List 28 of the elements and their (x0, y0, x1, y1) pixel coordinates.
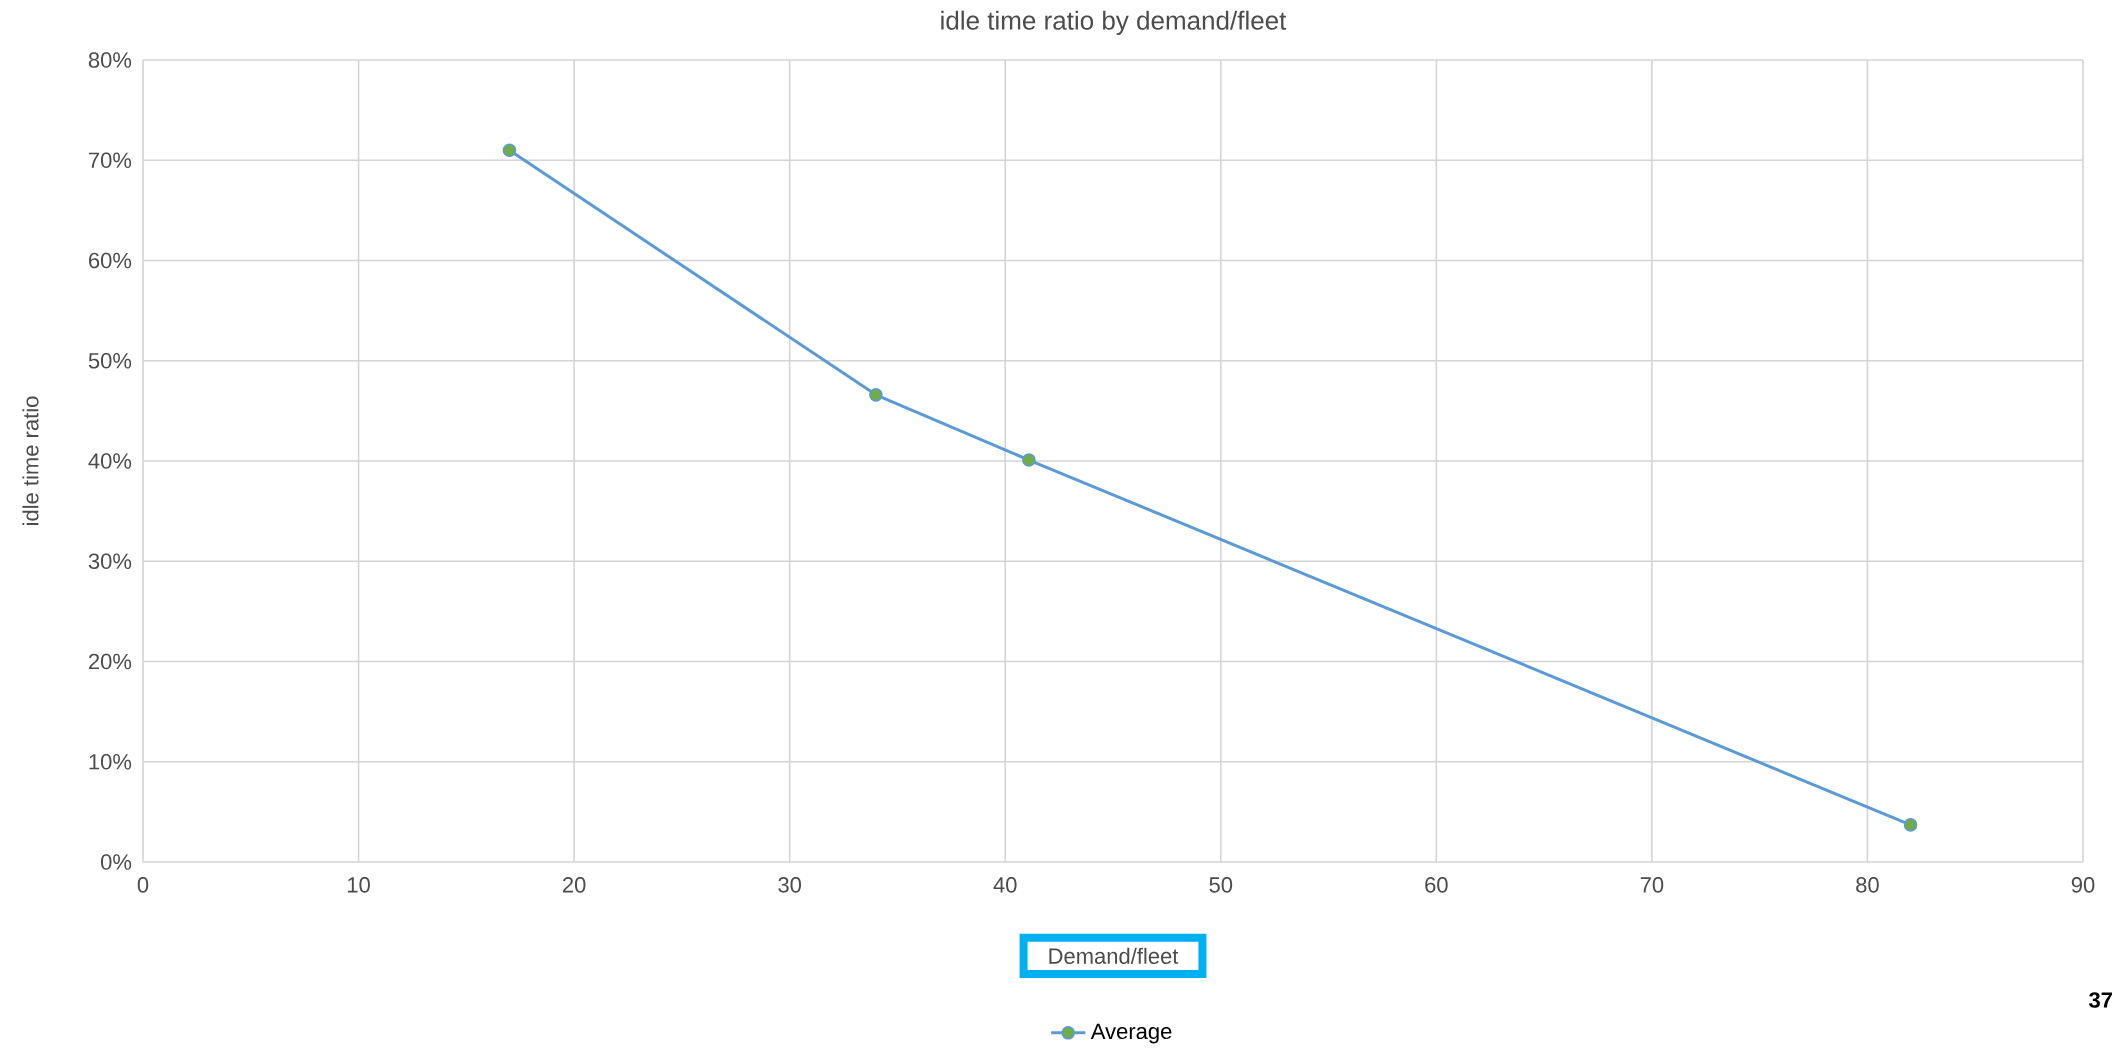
x-tick-label: 70 (1640, 877, 1664, 893)
text: 37 (2088, 992, 2112, 1008)
y-tick-label: 20% (89, 653, 132, 670)
point (1903, 818, 1918, 832)
y-tick-label: 60% (89, 252, 132, 269)
y-tick-label: 40% (88, 453, 132, 469)
y-tick-label: 70% (89, 152, 132, 169)
point (869, 388, 883, 402)
x-tick-label: 40 (993, 877, 1017, 893)
y-tick-label: 30% (88, 553, 132, 570)
legend-label: Average (1090, 1023, 1172, 1044)
x-tick-label: 20 (562, 877, 586, 893)
point (1022, 453, 1036, 467)
y-tick-label: 50% (88, 352, 132, 369)
point (502, 143, 517, 158)
x-tick-label: 10 (347, 877, 370, 893)
y-tick-label: 10% (89, 753, 132, 770)
x-tick-label: 0 (137, 877, 149, 893)
x-tick-label: 90 (2071, 877, 2095, 893)
x-axis-title: Demand/fleet (1049, 947, 1179, 964)
x-tick-label: 60 (1425, 877, 1448, 893)
y-tick-label: 0% (100, 854, 132, 870)
x-tick-label: 80 (1856, 877, 1879, 893)
x-tick-label: 30 (778, 877, 802, 893)
x-tick-label: 50 (1209, 877, 1233, 893)
chart-title: idle time ratio by demand/fleet (941, 10, 1287, 35)
y-tick-label: 80% (88, 52, 132, 68)
y-axis-title: idle time ratio (22, 396, 39, 525)
